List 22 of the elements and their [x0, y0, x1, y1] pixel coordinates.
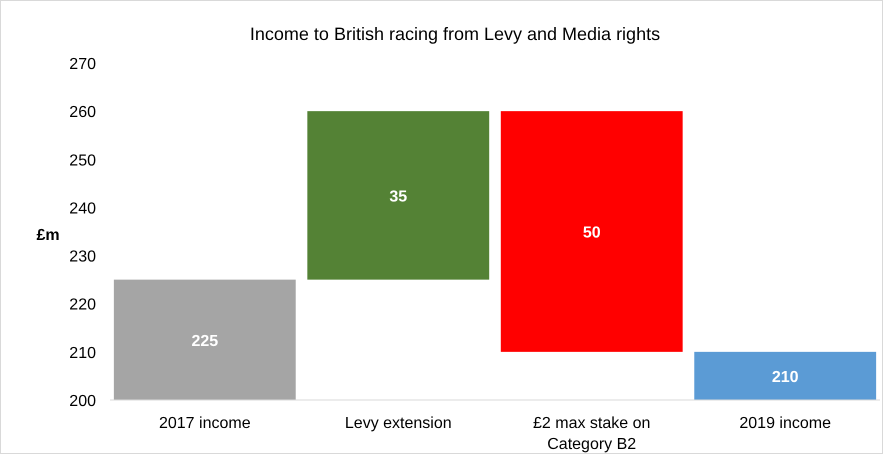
bar	[307, 111, 490, 280]
x-tick-label: 2019 income	[739, 415, 832, 432]
y-tick-label: 220	[69, 296, 96, 314]
bar	[694, 352, 876, 400]
y-tick-label: 200	[69, 393, 96, 410]
x-tick-label: Levy extension	[344, 415, 452, 432]
y-tick-label: 240	[69, 200, 96, 218]
y-tick-label: 210	[69, 344, 96, 362]
chart-title: Income to British racing from Levy and Media rights	[250, 24, 660, 44]
y-tick-label: 270	[69, 56, 96, 73]
data-label: 50	[582, 224, 601, 242]
y-tick-label: 250	[69, 152, 96, 170]
data-label: 35	[389, 188, 408, 206]
bar	[114, 280, 296, 400]
y-axis-title: £m	[36, 227, 60, 244]
x-tick-label: £2 max stake on Category B2	[533, 415, 650, 453]
y-tick-label: 260	[69, 104, 96, 122]
x-tick-label: 2017 income	[158, 415, 251, 432]
bar	[500, 111, 683, 352]
data-label: 225	[191, 332, 218, 350]
y-tick-label: 230	[69, 248, 96, 266]
data-label: 210	[772, 368, 799, 386]
